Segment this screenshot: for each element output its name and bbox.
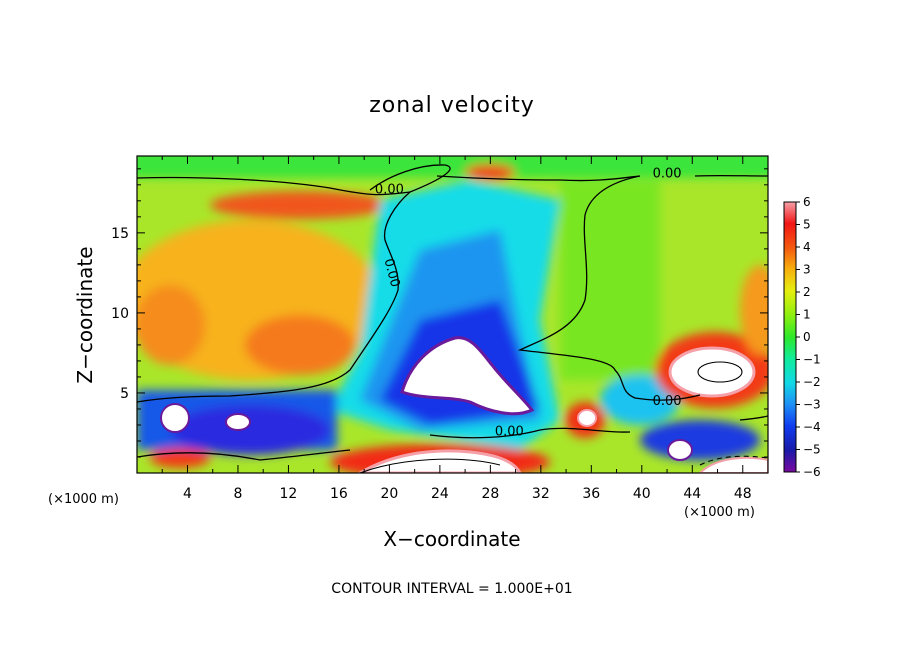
- colorbar-tick-label: −3: [803, 398, 821, 412]
- plot-frame: [136, 155, 769, 474]
- colorbar-tick-label: 4: [803, 240, 811, 254]
- colorbar-tick-label: 5: [803, 218, 811, 232]
- colorbar-tick-label: −5: [803, 443, 821, 457]
- y-axis-ticks: 5 10 15: [111, 168, 768, 458]
- colorbar-tick-label: −4: [803, 420, 821, 434]
- neg-core: [400, 336, 535, 416]
- pos-core: [668, 346, 756, 398]
- x-tick-label: 36: [582, 486, 600, 502]
- colorbar-tick-label: 2: [803, 285, 811, 299]
- contour-label: 0.00: [380, 257, 402, 289]
- colorbar-tick-label: −2: [803, 375, 821, 389]
- colorbar-tick-label: 3: [803, 263, 811, 277]
- colorbar-tick-label: 0: [803, 330, 811, 344]
- x-tick-label: 48: [734, 486, 752, 502]
- y-tick-label: 5: [120, 386, 129, 402]
- contour-label: 0.00: [495, 424, 524, 439]
- zero-contours: [137, 164, 768, 461]
- contour-interval-note: CONTOUR INTERVAL = 1.000E+01: [331, 581, 572, 597]
- contour-label: 0.00: [375, 183, 404, 198]
- contour-label: 0.00: [653, 394, 682, 409]
- colorbar-tick-label: −6: [803, 465, 821, 479]
- colorbar-tick-label: 1: [803, 308, 811, 322]
- x-tick-label: 32: [532, 486, 550, 502]
- x-tick-label: 28: [481, 486, 499, 502]
- x-tick-label: 24: [431, 486, 449, 502]
- x-tick-label: 12: [280, 486, 298, 502]
- x-tick-label: 44: [683, 486, 701, 502]
- contour-labels: 0.00 0.00 0.00 0.00 0.00: [375, 167, 682, 440]
- chart-title: zonal velocity: [369, 93, 535, 118]
- y-unit-label: (×1000 m): [48, 492, 119, 507]
- y-axis-label: Z−coordinate: [73, 246, 97, 383]
- x-tick-label: 4: [183, 486, 192, 502]
- x-axis-label: X−coordinate: [383, 527, 520, 551]
- x-axis-ticks: 4 8 12 16 20 24 28 32 36 40 44 48: [161, 156, 752, 502]
- colorbar-tick-label: 6: [803, 195, 811, 209]
- field-layer: [137, 156, 768, 473]
- contour-label: 0.00: [653, 167, 682, 182]
- x-unit-label: (×1000 m): [684, 505, 755, 520]
- y-tick-label: 10: [111, 306, 129, 322]
- x-tick-label: 16: [330, 486, 348, 502]
- x-tick-label: 8: [233, 486, 242, 502]
- x-tick-label: 40: [633, 486, 651, 502]
- colorbar: 6 5 4 3 2 1 0 −1 −2 −3 −4 −5 −6: [783, 195, 821, 479]
- x-tick-label: 20: [380, 486, 398, 502]
- y-tick-label: 15: [111, 226, 129, 242]
- colorbar-tick-label: −1: [803, 353, 821, 367]
